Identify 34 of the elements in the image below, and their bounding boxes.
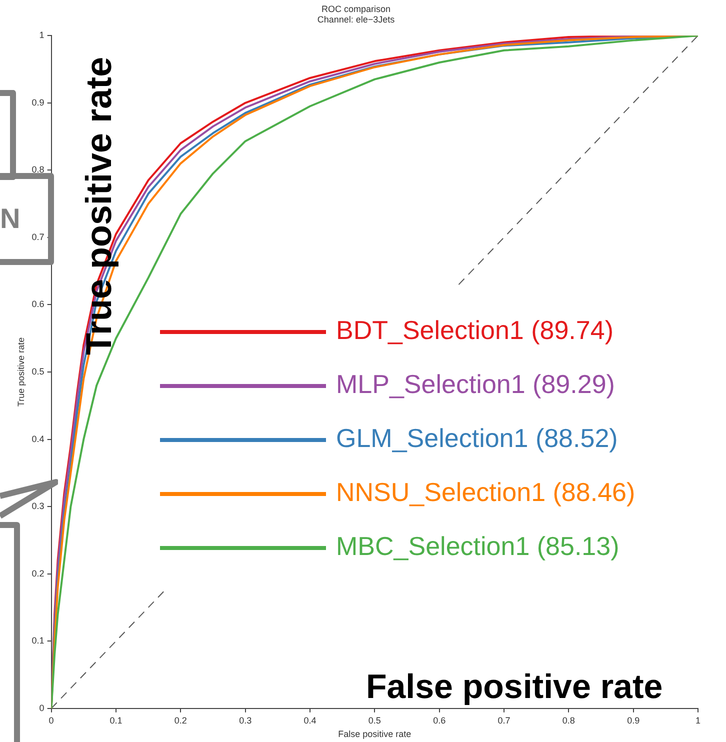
text: MLP_Selection1 (89.29) — [336, 369, 615, 400]
y-tick-label: 0.2 — [32, 568, 44, 578]
x-tick-label: 0.4 — [304, 715, 316, 726]
annotation: False positive rate — [366, 668, 663, 707]
y-axis-title: True positive rate — [16, 337, 26, 407]
y-tick-label: 0.6 — [32, 299, 44, 310]
chart-title: ROC comparison — [321, 4, 391, 14]
y-tick-label: 0.8 — [32, 164, 44, 175]
text: MBC_Selection1 (85.13) — [336, 531, 620, 562]
y-tick-label: 0.7 — [32, 232, 44, 242]
y-tick-label: 0.4 — [32, 434, 44, 444]
y-tick-label: 1 — [39, 30, 44, 40]
text: NNSU_Selection1 (88.46) — [336, 477, 636, 508]
x-axis-title: False positive rate — [338, 729, 412, 740]
x-tick-label: 0.7 — [498, 715, 510, 726]
y-tick-label: 0.5 — [32, 366, 44, 376]
x-tick-label: 0.5 — [368, 715, 381, 726]
x-tick-label: 0 — [48, 715, 54, 726]
chart-subtitle: Channel: ele−3Jets — [317, 14, 396, 25]
x-tick-label: 0.1 — [110, 715, 122, 726]
x-tick-label: 0.9 — [627, 715, 640, 726]
x-tick-label: 0.6 — [433, 715, 446, 726]
y-tick-label: 0 — [39, 702, 44, 713]
text: GLM_Selection1 (88.52) — [336, 423, 618, 454]
y-tick-label: 0.3 — [32, 501, 44, 512]
x-tick-label: 0.8 — [562, 715, 575, 726]
y-tick-label: 0.1 — [32, 636, 44, 646]
annotation: True positive rate — [78, 56, 120, 355]
x-tick-label: 0.2 — [174, 715, 187, 726]
x-tick-label: 0.3 — [239, 715, 252, 726]
text: BDT_Selection1 (89.74) — [336, 315, 614, 346]
x-tick-label: 1 — [695, 715, 701, 726]
y-tick-label: 0.9 — [32, 97, 44, 108]
text: N — [0, 203, 20, 235]
